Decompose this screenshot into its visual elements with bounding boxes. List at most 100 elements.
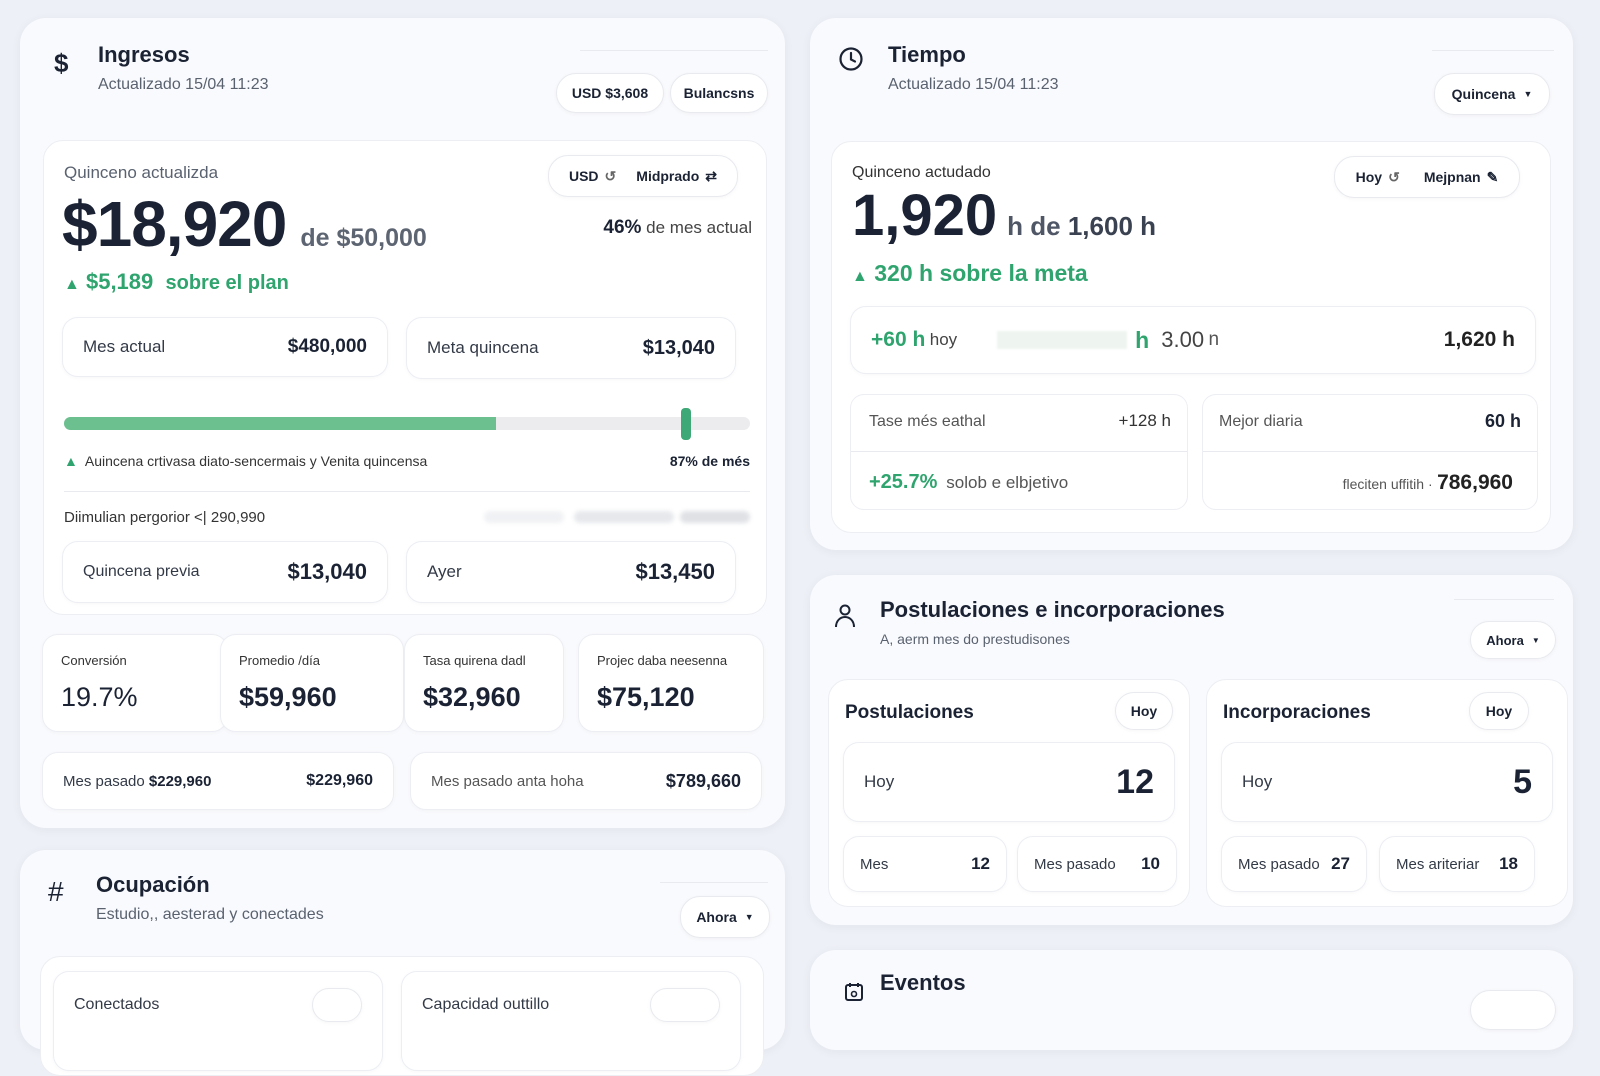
- stat-value: 19.7%: [61, 682, 138, 712]
- dropdown-label: Quincena: [1451, 86, 1516, 102]
- metric-label: fleciten uffitih ·: [1342, 476, 1433, 492]
- today-label: Hoy: [1242, 772, 1273, 791]
- box-label: Mes actual: [83, 337, 166, 356]
- eventos-card: Eventos: [810, 950, 1573, 1050]
- simulation-text: Diimulian pergorior <| 290,990: [64, 509, 266, 526]
- today-box: +60 h hoy h 3.00 n 1,620 h: [850, 306, 1536, 374]
- currency-pill[interactable]: USD $3,608: [556, 73, 664, 113]
- today-label: Hoy: [864, 772, 895, 791]
- metric-row: +25.7% solob e elbjetivo: [869, 471, 1068, 494]
- metric-label: Mejor diaria: [1219, 413, 1303, 430]
- currency-mode-pill[interactable]: USD ↺ Midprado ⇄: [548, 155, 738, 197]
- cell-value: 10: [1141, 854, 1160, 873]
- bottom-box: Mes pasado $229,960 $229,960: [42, 752, 394, 810]
- goal-value: 1,600 h: [1067, 211, 1157, 241]
- range-pill[interactable]: Hoy ↺ Mejpnan ✎: [1334, 156, 1520, 198]
- box-value: $480,000: [287, 336, 367, 357]
- hours-goal: h de 1,600 h: [1007, 211, 1156, 242]
- today-value: +60 h: [871, 328, 926, 351]
- box-label: Mes pasado anta hoha: [431, 772, 584, 790]
- metric-value: 786,960: [1437, 471, 1513, 494]
- box-value: $13,450: [635, 559, 715, 584]
- divider: [1454, 599, 1554, 600]
- delta-value: $5,189: [85, 269, 154, 294]
- cell-label: Mes pasado: [1034, 855, 1116, 873]
- dropdown-label: Ahora: [1486, 632, 1524, 648]
- pill-label: Midprado: [636, 168, 700, 184]
- metric-value: 60 h: [1484, 411, 1521, 431]
- metric-panel: Mejor diaria 60 h fleciten uffitih · 786…: [1202, 394, 1538, 510]
- ocupacion-card: # Ocupación Estudio,, aesterad y conecta…: [20, 850, 785, 1076]
- refresh-icon: ↺: [604, 167, 617, 184]
- refresh-icon: ↺: [1388, 168, 1400, 185]
- box-label: Mes pasado $229,960: [63, 773, 211, 790]
- divider: [1432, 50, 1554, 51]
- stat-value: $75,120: [597, 682, 695, 712]
- today-box: Hoy 12: [843, 742, 1175, 822]
- period-dropdown[interactable]: Ahora ▼: [680, 896, 770, 938]
- calendar-icon: [844, 978, 864, 1009]
- chevron-down-icon: ▼: [1531, 635, 1540, 645]
- cell-box: Mes pasado 27: [1221, 836, 1367, 892]
- divider: [851, 451, 1187, 452]
- box-value: $789,660: [665, 770, 741, 791]
- today-value: 5: [1513, 762, 1532, 801]
- period-dropdown[interactable]: Quincena ▼: [1434, 73, 1550, 115]
- panel-period-pill[interactable]: Hoy: [1469, 692, 1529, 730]
- pill-label: Bulancsns: [683, 85, 755, 101]
- panel-capacidad: Capacidad outtillo: [401, 971, 741, 1071]
- pill-label: Hoy: [1355, 169, 1383, 185]
- note-right: 87% de més: [669, 453, 750, 469]
- stat-value: $32,960: [423, 682, 521, 712]
- today-value: 12: [1116, 762, 1154, 801]
- metric-label: Tase més eathal: [869, 413, 986, 430]
- cell-box: Mes pasado 10: [1017, 836, 1177, 892]
- label-value: $229,960: [148, 772, 212, 790]
- panel-pill[interactable]: [650, 988, 720, 1022]
- period-dropdown[interactable]: Ahora ▼: [1470, 621, 1556, 659]
- divider: [64, 491, 750, 492]
- box-value: $13,040: [287, 559, 367, 584]
- edit-icon: ✎: [1486, 168, 1499, 185]
- clock-icon: [838, 46, 864, 79]
- delta-label: sobre el plan: [165, 272, 289, 294]
- rate-unit: h: [1135, 326, 1150, 353]
- blurred-bar: [574, 511, 674, 523]
- box-label: Meta quincena: [427, 338, 539, 357]
- today-bar: [997, 331, 1128, 349]
- rate-suffix: n: [1208, 329, 1220, 350]
- blurred-bar: [680, 511, 750, 523]
- period-dropdown[interactable]: [1470, 990, 1556, 1030]
- progress-marker[interactable]: [681, 408, 692, 440]
- metric-value: +25.7%: [869, 471, 938, 493]
- ingresos-main-panel: Quinceno actualizda USD ↺ Midprado ⇄ $18,9…: [43, 140, 767, 615]
- updated-text: Actualizado 15/04 11:23: [888, 76, 1059, 93]
- hours-amount: 1,920: [852, 183, 998, 248]
- dollar-icon: $: [54, 48, 69, 78]
- label-text: Mes pasado: [63, 772, 145, 790]
- pill-label: USD: [568, 168, 599, 184]
- amount-row: $18,920 de $50,000: [62, 187, 427, 261]
- panel-title: Incorporaciones: [1223, 702, 1371, 723]
- divider: [580, 50, 768, 51]
- stat-label: Promedio /día: [239, 653, 320, 668]
- stat-box: Mes actual $480,000: [62, 317, 388, 377]
- stat-label: Conversión: [61, 653, 127, 668]
- panel-title: Postulaciones: [845, 702, 974, 723]
- cell-label: Mes pasado: [1238, 855, 1320, 873]
- up-arrow-icon: ▲: [64, 276, 80, 293]
- card-title: Ingresos: [98, 42, 190, 67]
- panel-pill[interactable]: [312, 988, 362, 1022]
- revenue-goal: de $50,000: [300, 224, 427, 252]
- card-title: Tiempo: [888, 42, 966, 67]
- rate-value: 3.00: [1161, 327, 1205, 352]
- progress-bar: [64, 408, 750, 440]
- stat-label: Projec daba neesenna: [597, 653, 728, 668]
- balance-pill[interactable]: Bulancsns: [670, 73, 768, 113]
- metric-row: fleciten uffitih · 786,960: [1343, 471, 1513, 495]
- progress-fill: [64, 417, 497, 430]
- stat-label: Tasa quirena dadl: [423, 653, 526, 668]
- panel-period-pill[interactable]: Hoy: [1115, 692, 1173, 730]
- user-icon: [834, 603, 856, 636]
- box-value: $229,960: [306, 772, 373, 789]
